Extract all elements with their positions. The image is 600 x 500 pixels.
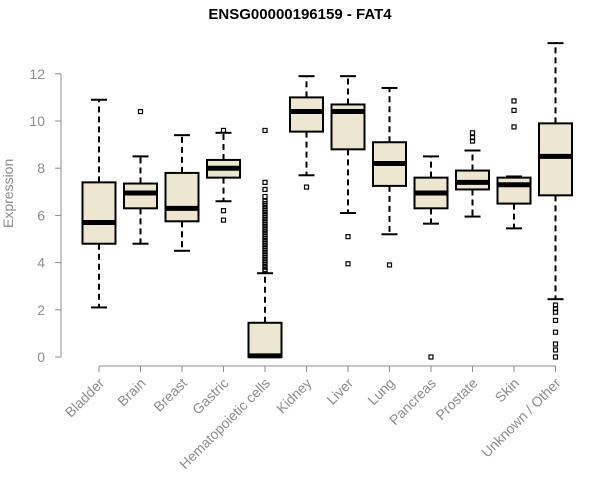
box-pancreas [413, 155, 449, 360]
box-iqr [247, 321, 283, 358]
outlier-point [220, 217, 227, 223]
box-skin [496, 98, 532, 230]
outlier-point [428, 354, 434, 360]
outlier-point [262, 127, 268, 134]
outlier-point [386, 262, 393, 268]
y-tick-label: 8 [37, 160, 45, 176]
box-breast [164, 134, 200, 252]
outlier-point [345, 234, 351, 240]
box-bladder [81, 98, 117, 309]
box-iqr [81, 181, 117, 245]
y-tick-label: 6 [37, 207, 45, 223]
outlier-point [469, 138, 476, 144]
outlier-point [262, 268, 268, 274]
outlier-point [262, 179, 268, 185]
outlier-point [511, 124, 517, 130]
outlier-point [552, 347, 559, 353]
outlier-point [552, 317, 559, 324]
outlier-point [262, 186, 268, 193]
outlier-point [220, 127, 227, 134]
box-unknown-other [538, 42, 573, 360]
y-tick-label: 4 [37, 255, 45, 271]
outlier-point [262, 193, 268, 200]
x-tick-label: Bladder [62, 375, 108, 421]
box-liver [330, 75, 366, 267]
x-tick-label: Breast [150, 375, 190, 415]
outlier-point [137, 108, 144, 115]
box-iqr [496, 176, 532, 205]
box-iqr [538, 122, 573, 197]
box-iqr [164, 171, 200, 223]
outlier-point [552, 329, 559, 335]
chart-title: ENSG00000196159 - FAT4 [208, 6, 392, 23]
x-tick-label: Prostate [432, 375, 480, 423]
box-iqr [123, 182, 158, 210]
outlier-point [552, 309, 559, 315]
outlier-point [511, 107, 517, 113]
outlier-point [552, 341, 559, 347]
box-kidney [289, 75, 324, 190]
box-brain [123, 108, 158, 245]
box-prostate [455, 130, 490, 218]
x-tick-label: Skin [492, 375, 523, 406]
x-tick-label: Lung [364, 375, 397, 408]
box-hematopoietic-cells [247, 127, 283, 359]
box-gastric [206, 127, 241, 223]
outlier-point [220, 208, 227, 214]
y-tick-label: 0 [37, 349, 45, 365]
x-tick-label: Brain [114, 375, 148, 409]
box-iqr [289, 96, 324, 133]
outlier-point [345, 261, 351, 267]
y-tick-label: 12 [29, 66, 45, 82]
outlier-point [552, 354, 559, 360]
y-tick-label: 2 [37, 302, 45, 318]
outlier-point [511, 98, 517, 104]
x-tick-label: Kidney [273, 375, 315, 417]
x-tick-label: Liver [323, 375, 356, 408]
outlier-point [469, 130, 476, 136]
y-tick-label: 10 [29, 113, 45, 129]
x-tick-label: Unknown / Other [478, 375, 564, 461]
outlier-point [303, 184, 310, 190]
box-lung [372, 86, 407, 268]
